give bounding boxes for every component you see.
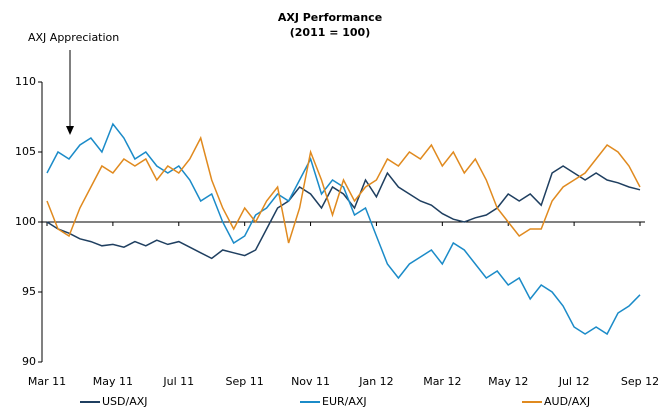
x-tick-label: Sep 11 (226, 375, 264, 388)
x-tick-label: May 12 (488, 375, 528, 388)
y-tick-label: 90 (22, 355, 36, 368)
y-tick-label: 100 (15, 215, 36, 228)
series-line (46, 165, 641, 260)
x-tick-label: Jul 12 (558, 375, 590, 388)
x-tick-label: Nov 11 (291, 375, 330, 388)
x-tick-label: Jan 12 (358, 375, 393, 388)
series-line (46, 122, 641, 336)
y-tick-label: 110 (15, 75, 36, 88)
legend-label: AUD/AXJ (544, 395, 590, 408)
x-tick-label: May 11 (93, 375, 133, 388)
chart-subtitle: (2011 = 100) (290, 26, 371, 39)
annotation: AXJ Appreciation (28, 31, 119, 44)
chart-title: AXJ Performance (278, 11, 382, 24)
x-tick-label: Mar 11 (28, 375, 66, 388)
annotation-arrowhead (66, 126, 74, 135)
series-line (46, 135, 641, 244)
legend-label: EUR/AXJ (322, 395, 367, 408)
y-tick-label: 105 (15, 145, 36, 158)
x-tick-label: Jul 11 (162, 375, 194, 388)
x-tick-label: Mar 12 (423, 375, 461, 388)
legend-label: USD/AXJ (102, 395, 148, 408)
y-tick-label: 95 (22, 285, 36, 298)
x-tick-label: Sep 12 (621, 375, 659, 388)
